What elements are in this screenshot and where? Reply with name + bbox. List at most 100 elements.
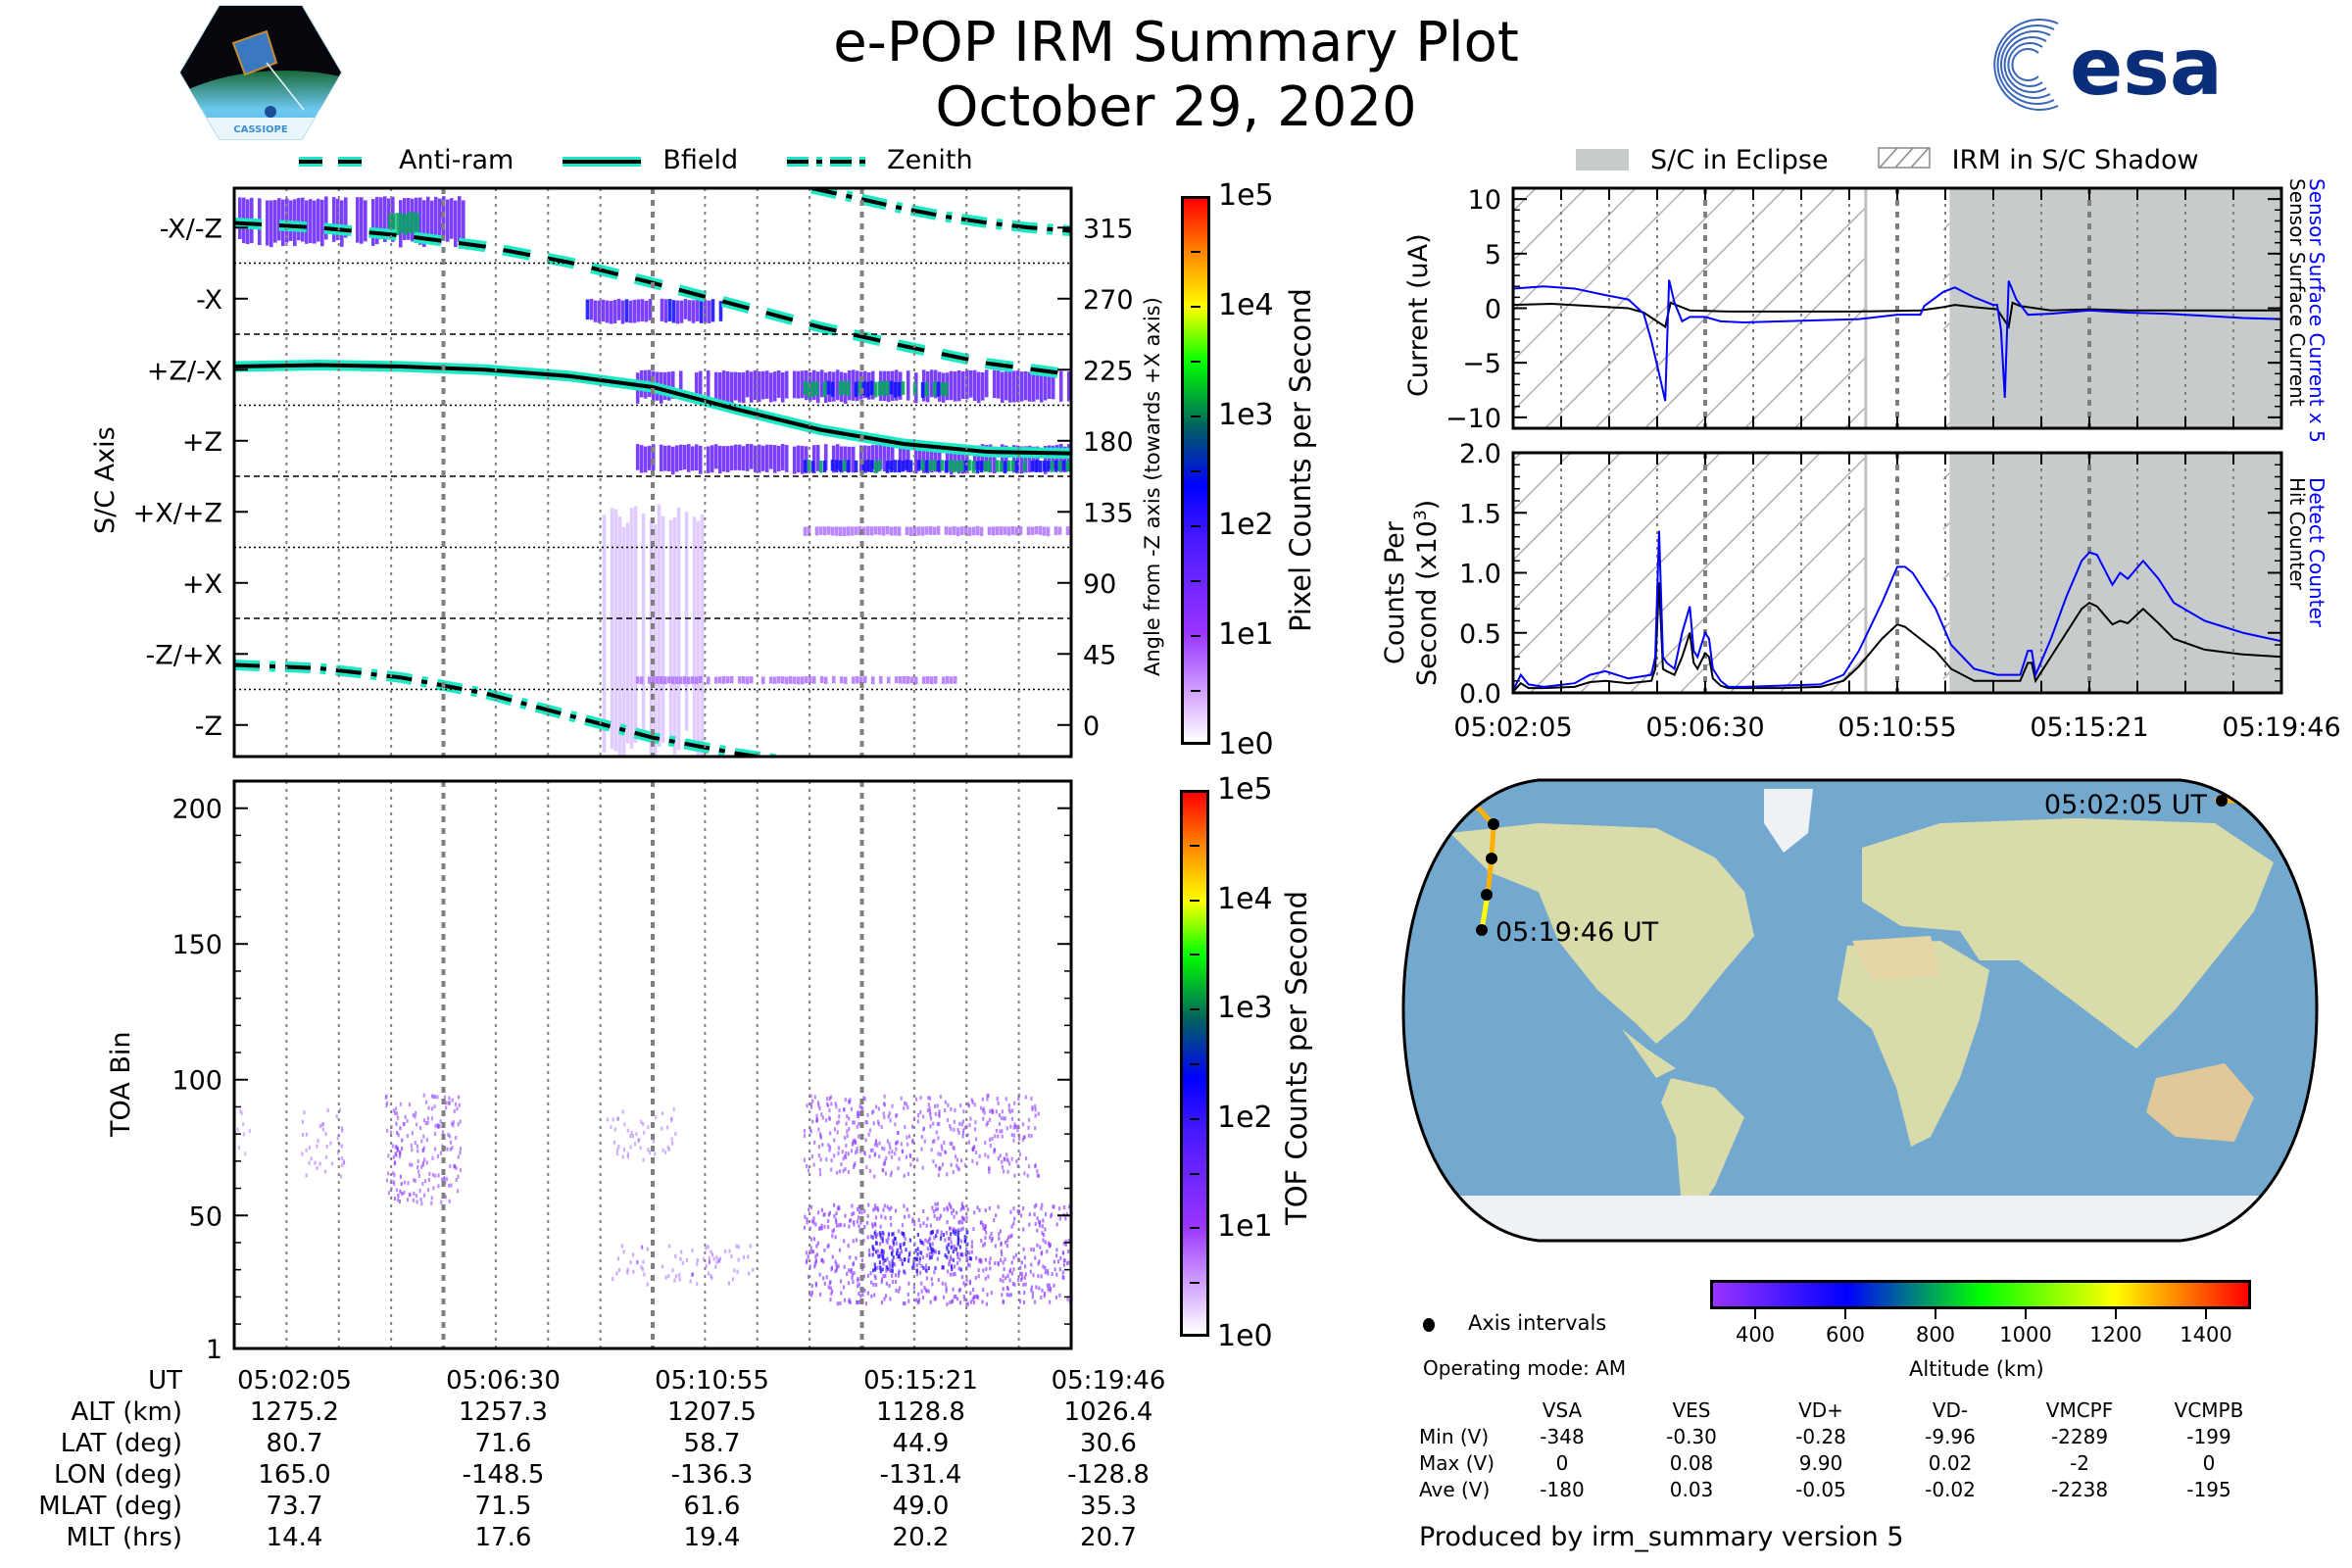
- heatmap-cell: [823, 444, 828, 470]
- heatmap-cell: [945, 675, 950, 684]
- heatmap-cell: [1012, 1206, 1015, 1211]
- heatmap-cell: [646, 1247, 649, 1251]
- heatmap-cell: [921, 1165, 924, 1170]
- heatmap-cell: [855, 675, 859, 684]
- heatmap-cell: [446, 199, 450, 242]
- heatmap-cell: [970, 1098, 973, 1102]
- heatmap-cell: [422, 1157, 426, 1162]
- heatmap-cell: [391, 1144, 395, 1149]
- heatmap-cell: [957, 1131, 960, 1136]
- heatmap-cell: [676, 507, 681, 751]
- voltage-row-label: Max (V): [1419, 1451, 1494, 1475]
- heatmap-cell: [1002, 1287, 1004, 1292]
- heatmap-cell: [895, 1288, 898, 1293]
- heatmap-cell: [996, 370, 1001, 399]
- heatmap-cell: [906, 370, 910, 401]
- heatmap-cell: [941, 676, 946, 685]
- x-tick-label: 05:02:05: [1453, 712, 1572, 743]
- heatmap-cell: [1040, 1274, 1043, 1279]
- heatmap-cell: [240, 1111, 243, 1116]
- ephemeris-cell: 44.9: [892, 1429, 950, 1458]
- heatmap-cell: [912, 526, 917, 536]
- heatmap-cell: [875, 1250, 878, 1254]
- heatmap-cell: [999, 1278, 1002, 1283]
- heatmap-cell: [878, 1260, 882, 1265]
- heatmap-cell: [925, 1223, 928, 1228]
- counts-shadow-region-2: [1943, 453, 1950, 693]
- voltage-cell: -199: [2186, 1425, 2231, 1448]
- heatmap-cell: [1013, 1216, 1016, 1221]
- heatmap-cell: [827, 1212, 831, 1217]
- heatmap-cell: [998, 1236, 1001, 1241]
- heatmap-cell: [707, 1245, 710, 1250]
- heatmap-cell: [936, 1256, 940, 1261]
- heatmap-cell: [812, 1250, 815, 1254]
- heatmap-cell: [936, 1216, 939, 1221]
- pixel-colorbar-tick: [1191, 635, 1200, 637]
- heatmap-cell: [896, 1140, 900, 1145]
- heatmap-cell: [371, 199, 375, 246]
- heatmap-cell: [662, 1148, 664, 1152]
- heatmap-cell: [610, 1125, 612, 1130]
- heatmap-cell: [915, 1157, 919, 1162]
- heatmap-cell: [1020, 1213, 1023, 1218]
- ephemeris-cell: 73.7: [266, 1492, 323, 1521]
- heatmap-cell: [914, 1298, 918, 1302]
- heatmap-cell: [908, 526, 913, 537]
- heatmap-cell: [812, 1162, 815, 1167]
- heatmap-cell: [1007, 1103, 1010, 1108]
- continent-south-america: [1661, 1078, 1744, 1215]
- heatmap-cell: [671, 1141, 674, 1146]
- ephemeris-row-label: ALT (km): [71, 1397, 182, 1427]
- heatmap-cell: [881, 526, 886, 536]
- heatmap-cell: [338, 1107, 342, 1112]
- heatmap-cell: [866, 445, 871, 472]
- heatmap-cell: [1065, 461, 1070, 472]
- heatmap-cell: [1039, 371, 1044, 403]
- heatmap-cell: [1022, 1299, 1026, 1304]
- heatmap-cell: [830, 1167, 833, 1172]
- heatmap-cell: [392, 213, 396, 235]
- heatmap-cell: [873, 1231, 876, 1236]
- heatmap-cell: [1009, 1293, 1012, 1298]
- heatmap-cell: [733, 444, 738, 470]
- heatmap-cell: [800, 370, 805, 399]
- heatmap-cell: [877, 460, 882, 472]
- heatmap-cell: [823, 676, 828, 685]
- heatmap-cell: [954, 1271, 956, 1276]
- shadow-hatch-swatch: [1877, 145, 1931, 175]
- heatmap-cell: [878, 1154, 881, 1159]
- heatmap-cell: [1035, 446, 1040, 471]
- heatmap-cell: [858, 1224, 860, 1229]
- heatmap-cell: [881, 1236, 884, 1241]
- axis-intervals-marker-icon: [1423, 1318, 1435, 1332]
- legend-label-anti-ram: Anti-ram: [399, 144, 514, 175]
- heatmap-cell: [1009, 1210, 1012, 1215]
- heatmap-cell: [886, 1256, 889, 1261]
- heatmap-cell: [423, 1193, 426, 1198]
- heatmap-cell: [1049, 1243, 1052, 1248]
- heatmap-cell: [868, 1128, 872, 1133]
- heatmap-cell: [948, 1259, 952, 1264]
- heatmap-cell: [958, 1300, 962, 1305]
- heatmap-cell: [961, 1226, 964, 1231]
- heatmap-cell: [1043, 446, 1048, 474]
- heatmap-cell: [846, 1114, 849, 1119]
- heatmap-cell: [691, 300, 696, 323]
- y-tick-label: 1: [206, 1335, 222, 1365]
- y-tick-label: 1.0: [1459, 560, 1501, 590]
- heatmap-cell: [922, 1221, 925, 1226]
- heatmap-cell: [710, 299, 715, 322]
- heatmap-cell: [944, 1253, 947, 1258]
- cassiope-logo: CASSIOPE: [176, 2, 345, 143]
- heatmap-cell: [842, 1168, 845, 1173]
- heatmap-cell: [450, 1121, 454, 1126]
- voltage-header: VD-: [1932, 1398, 1969, 1422]
- heatmap-cell: [990, 1238, 994, 1243]
- heatmap-cell: [661, 515, 665, 743]
- heatmap-cell: [432, 1095, 435, 1100]
- heatmap-cell: [806, 1217, 808, 1222]
- heatmap-cell: [920, 460, 925, 471]
- heatmap-cell: [963, 1235, 966, 1240]
- pixel-colorbar-minor-tick: [1191, 251, 1200, 253]
